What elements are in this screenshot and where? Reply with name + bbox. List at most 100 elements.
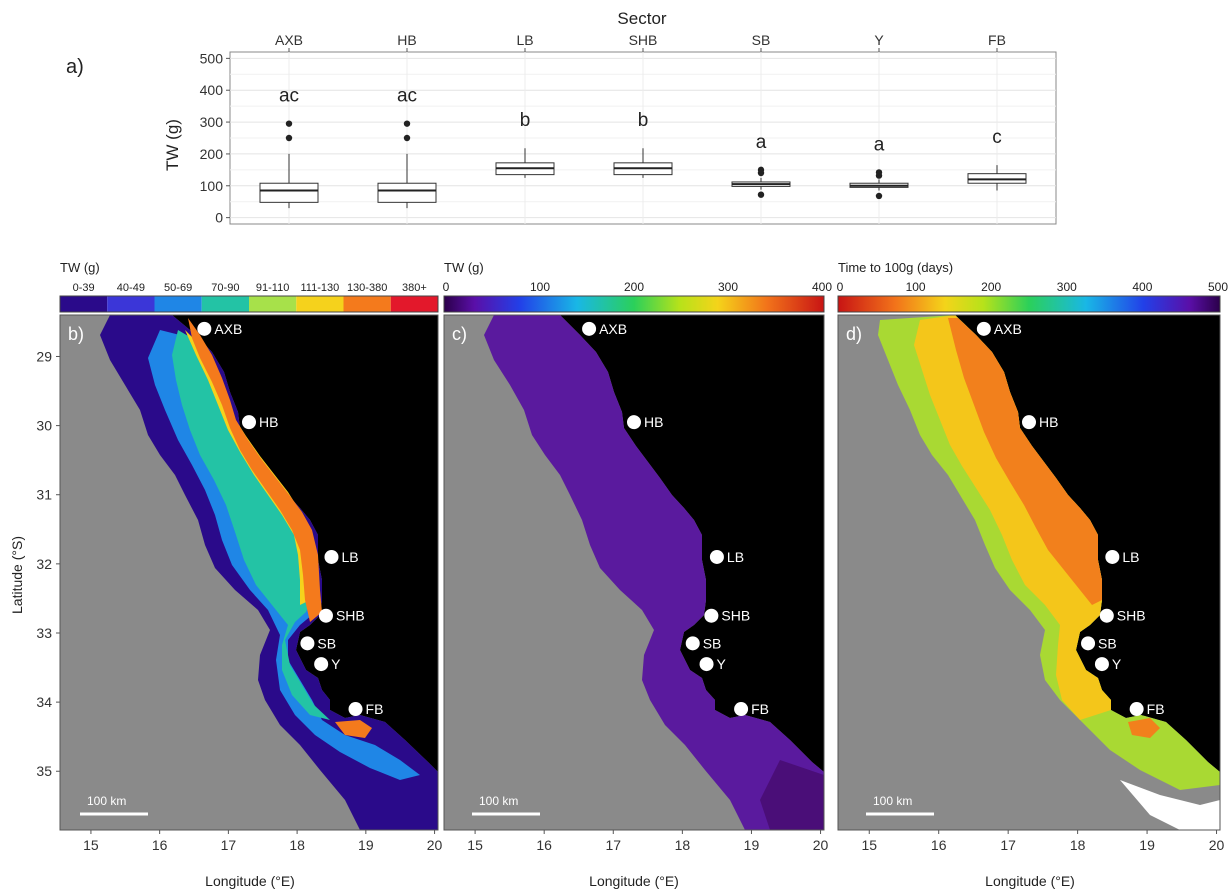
site-marker: [1129, 702, 1144, 717]
legend-tick-label: 500: [1208, 280, 1228, 294]
site-axb: AXB: [197, 321, 242, 337]
longitude-tick-label: 16: [536, 837, 552, 853]
legend-b-border: [59, 295, 439, 313]
longitude-ticks-c: 15 16 17 18 19 20: [467, 830, 829, 853]
site-marker: [300, 636, 315, 651]
site-lb: LB: [324, 549, 359, 565]
site-marker: [1081, 636, 1096, 651]
longitude-tick-label: 19: [358, 837, 374, 853]
site-marker: [242, 415, 256, 430]
longitude-label-b: Longitude (°E): [205, 873, 295, 889]
site-marker: [1022, 415, 1036, 430]
group-letter: c: [992, 127, 1002, 148]
legend-b-swatch: [60, 296, 108, 312]
site-label: LB: [341, 549, 358, 565]
legend-b-bin-label: 0-39: [73, 282, 95, 294]
site-marker: [348, 702, 363, 717]
site-hb: HB: [627, 414, 663, 430]
site-label: SHB: [721, 608, 750, 624]
group-letter: b: [638, 110, 649, 131]
longitude-label-c: Longitude (°E): [589, 873, 679, 889]
box-outlier: [875, 192, 883, 200]
legend-tick-label: 0: [837, 280, 844, 294]
site-label: HB: [259, 414, 278, 430]
site-label: AXB: [599, 321, 627, 337]
legend-b-swatch: [343, 296, 391, 312]
longitude-ticks-d: 15 16 17 18 19 20: [861, 830, 1225, 853]
legend-tick-label: 200: [981, 280, 1001, 294]
box-outlier: [285, 134, 293, 142]
boxplot-category-label: SHB: [629, 32, 658, 48]
latitude-tick-label: 29: [36, 348, 52, 364]
boxplot-category-label: LB: [516, 32, 533, 48]
latitude-axis-label: Latitude (°S): [9, 536, 25, 614]
longitude-tick-label: 16: [931, 837, 947, 853]
group-letter: ac: [279, 86, 299, 107]
site-label: Y: [331, 656, 341, 672]
site-label: SB: [703, 635, 722, 651]
boxplot-grid: [230, 52, 1056, 224]
scale-bar-b-label: 100 km: [87, 794, 126, 808]
map-d-frame: [837, 314, 1221, 831]
site-y: Y: [1094, 656, 1122, 672]
legend-b-swatch: [107, 296, 155, 312]
boxplot-category-label: Y: [874, 32, 884, 48]
latitude-ticks: 29 30 31 32 33 34 35: [36, 348, 60, 779]
map-c-sites: AXB HB LB SHB SB Y FB: [582, 321, 769, 717]
latitude-tick-label: 33: [36, 625, 52, 641]
longitude-tick-label: 20: [427, 837, 443, 853]
legend-b-bin-label: 380+: [402, 282, 427, 294]
legend-tick-label: 300: [718, 280, 738, 294]
group-letter: a: [874, 134, 885, 155]
site-shb: SHB: [1099, 608, 1146, 624]
site-shb: SHB: [318, 608, 365, 624]
boxplot-y-ticks: 0 100 200 300 400 500: [200, 50, 230, 226]
boxplot-category-label: FB: [988, 32, 1006, 48]
site-label: SHB: [336, 608, 365, 624]
legend-b-swatch: [296, 296, 344, 312]
longitude-tick-label: 17: [605, 837, 621, 853]
box-outlier: [403, 120, 411, 127]
site-marker: [704, 608, 719, 623]
site-marker: [318, 608, 333, 623]
boxplot-y-tick-label: 100: [200, 178, 224, 194]
longitude-tick-label: 15: [467, 837, 483, 853]
legend-b-title: TW (g): [60, 260, 100, 275]
legend-b-bins: 0-39 40-49 50-69 70-90 91-110 111-130 130-380 3…: [59, 282, 439, 313]
map-b-band-hot: [188, 318, 322, 622]
site-marker: [976, 321, 991, 336]
legend-tick-label: 200: [624, 280, 644, 294]
site-marker: [582, 321, 597, 336]
boxplot-y-tick-label: 0: [215, 210, 223, 226]
site-fb: FB: [348, 701, 384, 717]
box-outlier: [875, 169, 883, 176]
boxplot-box-sb: [731, 166, 791, 198]
boxplot-category-label: SB: [752, 32, 771, 48]
legend-b-bin-label: 70-90: [211, 282, 239, 294]
longitude-tick-label: 19: [1139, 837, 1155, 853]
longitude-tick-label: 18: [675, 837, 691, 853]
site-label: FB: [366, 701, 384, 717]
site-axb: AXB: [976, 321, 1022, 337]
boxplot-category-label: AXB: [275, 32, 303, 48]
map-b-frame: [59, 314, 439, 831]
site-shb: SHB: [704, 608, 750, 624]
longitude-tick-label: 17: [221, 837, 237, 853]
legend-b-bin-label: 91-110: [256, 282, 289, 294]
site-fb: FB: [1129, 701, 1165, 717]
map-b-band-field: [100, 315, 438, 830]
scale-bar-c-label: 100 km: [479, 794, 518, 808]
site-label: LB: [1122, 549, 1139, 565]
legend-tick-label: 400: [812, 280, 832, 294]
longitude-label-d: Longitude (°E): [985, 873, 1075, 889]
legend-b-bin-label: 40-49: [117, 282, 145, 294]
boxplot-y-tick-label: 300: [200, 114, 224, 130]
site-marker: [1094, 657, 1109, 672]
boxplot-y-tick-label: 400: [200, 82, 224, 98]
map-d-empty-corner: [1120, 780, 1220, 830]
longitude-tick-label: 16: [152, 837, 168, 853]
boxplot-box-lb: [495, 148, 555, 178]
site-label: HB: [644, 414, 663, 430]
